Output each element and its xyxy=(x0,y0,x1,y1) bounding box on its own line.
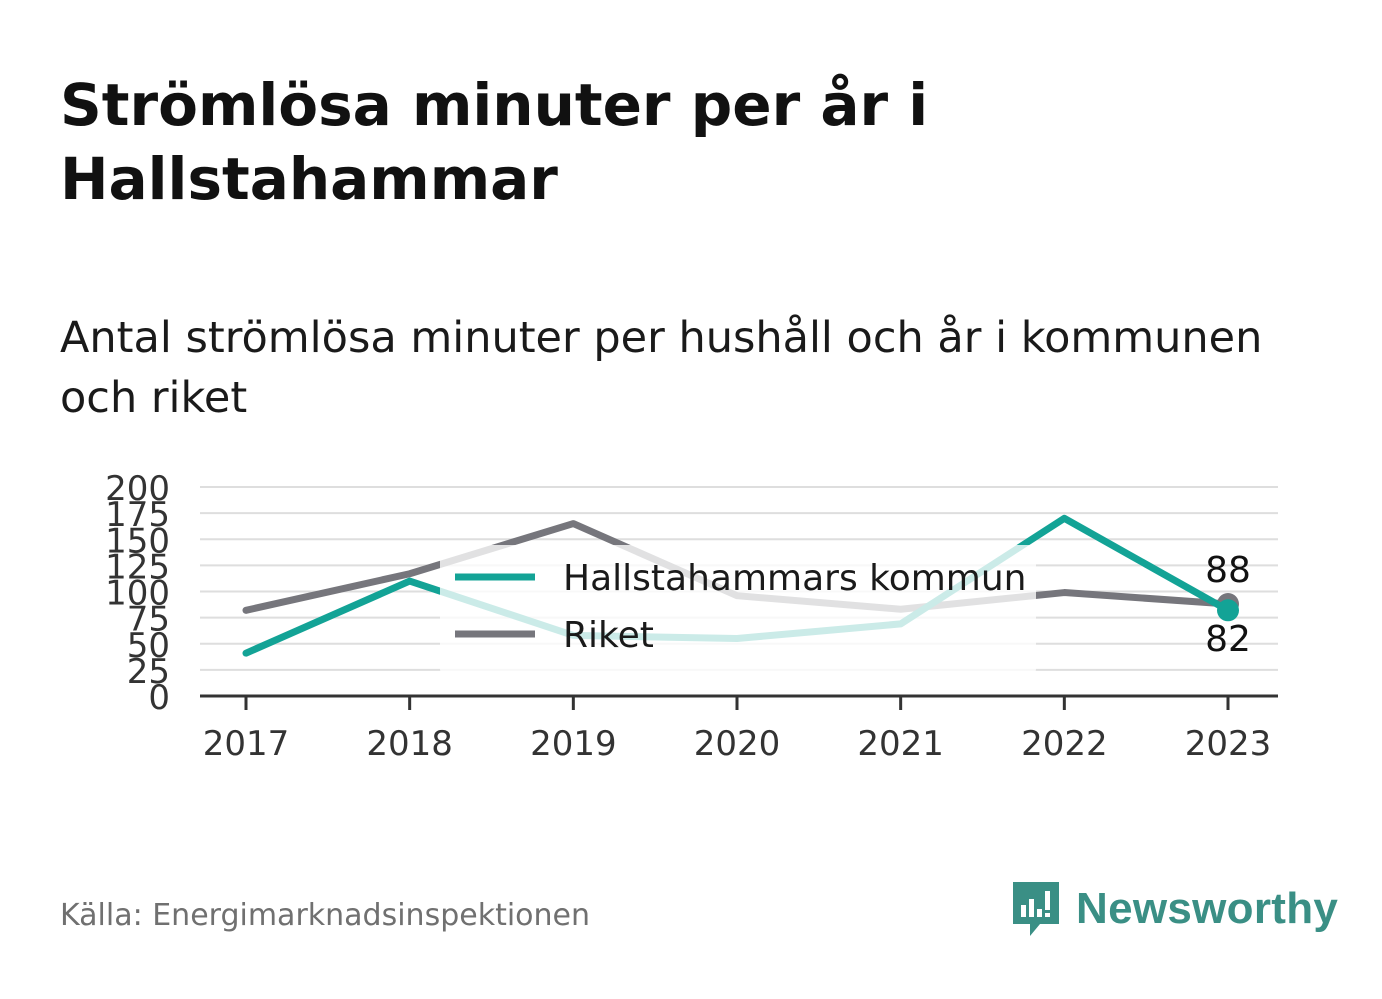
x-tick-label: 2021 xyxy=(857,724,944,764)
y-tick-label: 50 xyxy=(127,626,170,666)
newsworthy-logo-icon xyxy=(1013,882,1059,936)
legend-background xyxy=(440,545,1036,675)
x-tick-label: 2019 xyxy=(530,724,617,764)
x-tick-label: 2018 xyxy=(366,724,453,764)
series-end-point xyxy=(1217,599,1239,622)
end-value-label: 82 xyxy=(1205,619,1251,660)
y-tick-label: 75 xyxy=(127,600,170,640)
x-tick-label: 2022 xyxy=(1021,724,1108,764)
legend: Hallstahammars kommun Riket xyxy=(440,545,1036,675)
x-tick-label: 2017 xyxy=(203,724,290,764)
x-tick-label: 2023 xyxy=(1185,724,1272,764)
end-value-labels: 82 88 xyxy=(1205,550,1251,660)
y-tick-label: 125 xyxy=(105,547,170,587)
end-value-label: 88 xyxy=(1205,550,1251,591)
y-tick-label: 200 xyxy=(105,469,170,509)
y-tick-label: 100 xyxy=(105,574,170,614)
source-note: Källa: Energimarknadsinspektionen xyxy=(60,898,591,933)
legend-label: Hallstahammars kommun xyxy=(563,558,1027,599)
brand-name: Newsworthy xyxy=(1076,884,1339,933)
y-tick-label: 150 xyxy=(105,521,170,561)
y-tick-label: 0 xyxy=(148,678,170,718)
x-tick-label: 2020 xyxy=(694,724,781,764)
chart-title: Strömlösa minuter per år i Hallstahammar xyxy=(60,71,929,213)
y-tick-label: 25 xyxy=(127,652,170,692)
y-tick-label: 175 xyxy=(105,495,170,535)
legend-label: Riket xyxy=(563,615,654,656)
chart-subtitle: Antal strömlösa minuter per hushåll och … xyxy=(60,313,1263,423)
brand-logo: Newsworthy xyxy=(1010,878,1338,940)
x-axis-tick-labels: 2017 2018 2019 2020 2021 2022 2023 xyxy=(203,696,1272,764)
